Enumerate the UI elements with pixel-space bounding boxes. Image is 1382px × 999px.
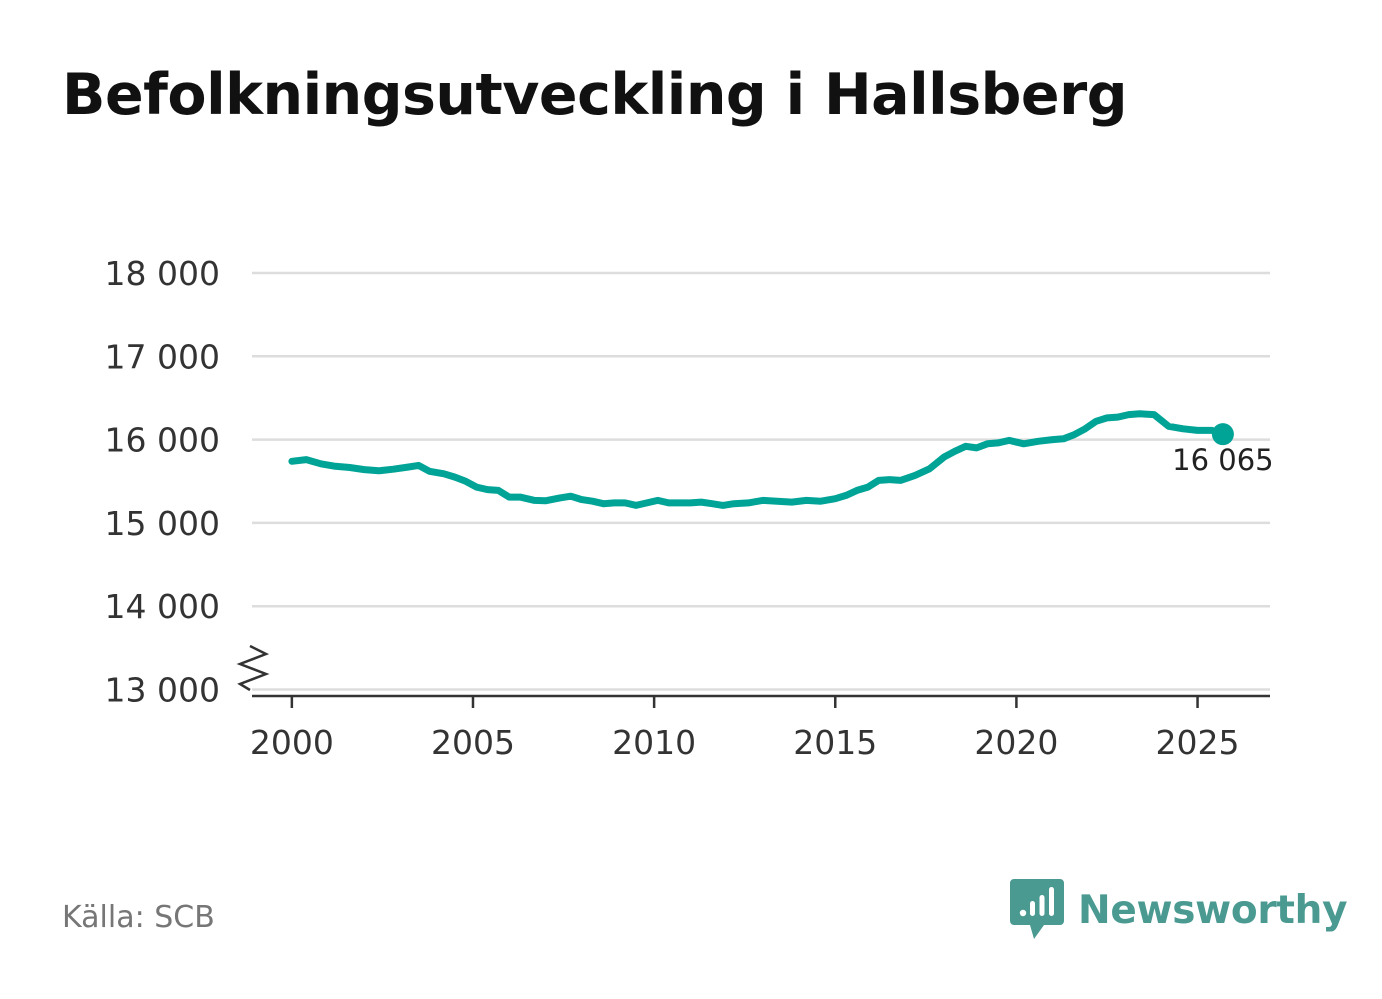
x-tick-label: 2010 [612,723,696,762]
newsworthy-logo-icon [1010,879,1064,939]
x-tick-label: 2015 [793,723,877,762]
x-tick-label: 2000 [250,723,334,762]
grid-lines [252,271,1270,691]
brand-name: Newsworthy [1078,887,1348,933]
y-tick-label: 16 000 [105,421,220,460]
series-line [288,410,1227,509]
x-tick-label: 2025 [1156,723,1240,762]
y-tick-label: 14 000 [105,587,220,626]
labels: 13 000 14 000 15 000 16 000 17 000 18 000 2000… [105,254,1274,762]
y-tick-label: 17 000 [105,337,220,376]
end-point-marker [1211,423,1234,446]
axis-break-icon [236,644,270,692]
x-tick-label: 2005 [431,723,515,762]
y-tick-label: 13 000 [105,671,220,710]
end-value-label: 16 065 [1172,443,1273,477]
axes [236,644,1270,708]
source-credit: Källa: SCB [62,900,215,935]
x-tick-label: 2020 [974,723,1058,762]
chart-title: Befolkningsutveckling i Hallsberg [62,62,1128,128]
brand-logo: Newsworthy [1010,878,1348,942]
y-tick-label: 15 000 [105,504,220,543]
series [288,410,1234,509]
y-tick-label: 18 000 [105,254,220,293]
